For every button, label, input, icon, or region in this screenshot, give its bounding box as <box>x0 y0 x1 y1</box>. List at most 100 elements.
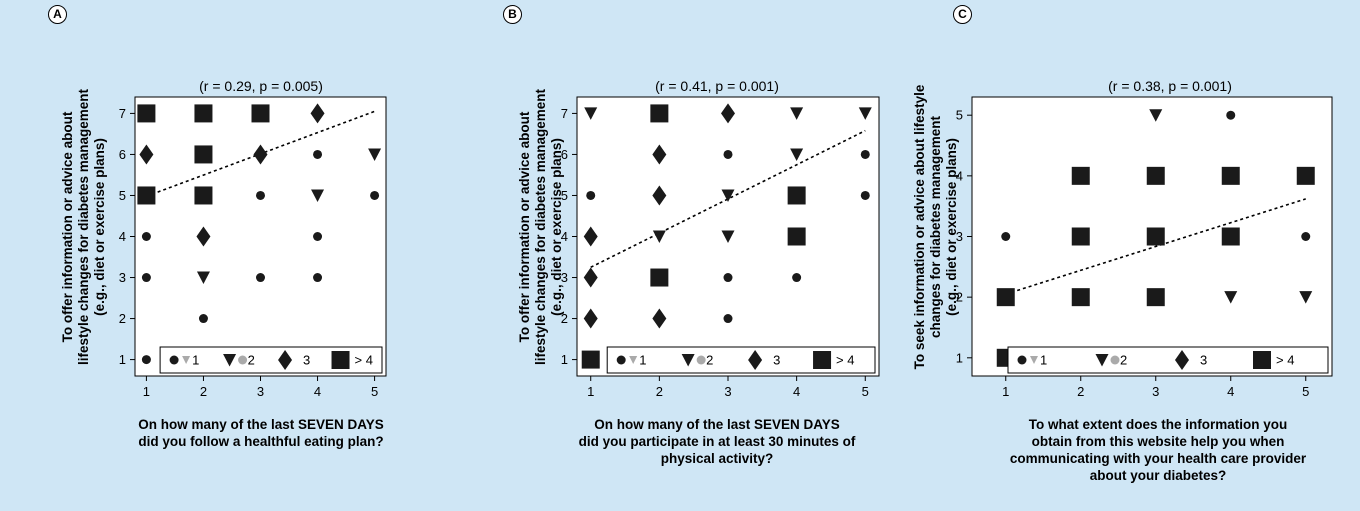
panel-label: B <box>503 5 522 24</box>
legend-box <box>606 346 876 374</box>
point-circle <box>586 190 596 200</box>
point-square <box>1146 288 1165 307</box>
x-tick-label: 3 <box>724 384 731 399</box>
point-triangle <box>1149 109 1163 122</box>
chart-subtitle: (r = 0.41, p = 0.001) <box>655 78 779 94</box>
x-axis-label-line: To what extent does the information you <box>1028 417 1288 432</box>
legend-label: 1 <box>639 353 646 368</box>
point-square <box>813 351 832 369</box>
point-circle <box>860 190 870 200</box>
legend-label: 3 <box>303 353 310 368</box>
x-tick-label: 2 <box>1077 384 1084 399</box>
x-axis-label-line: did you follow a healthful eating plan? <box>138 434 384 449</box>
legend-label: 2 <box>1120 353 1127 368</box>
point-circle <box>141 273 151 283</box>
y-tick-label: 4 <box>561 229 568 244</box>
panel-c: C (r = 0.38, p = 0.001) To seek informat… <box>906 0 1360 511</box>
point-circle <box>313 273 323 283</box>
panel-label: A <box>48 5 67 24</box>
point-square <box>787 186 806 205</box>
point-triangle <box>790 107 804 120</box>
legend-box <box>1007 346 1329 374</box>
point-circle <box>256 190 265 200</box>
y-tick-label: 3 <box>561 270 568 285</box>
x-tick-label: 3 <box>1152 384 1159 399</box>
legend-label: 1 <box>1040 353 1047 368</box>
point-triangle <box>721 230 735 243</box>
point-square <box>251 104 270 123</box>
legend-label: 2 <box>706 353 713 368</box>
point-circle <box>1001 232 1011 241</box>
point-triangle <box>223 354 237 367</box>
legend-accent-triangle <box>182 356 191 364</box>
panel-label: C <box>953 5 972 24</box>
legend-accent-triangle <box>1030 356 1038 364</box>
point-circle <box>370 190 380 200</box>
point-diamond <box>583 308 598 329</box>
point-circle <box>860 149 870 159</box>
point-circle <box>1017 355 1027 365</box>
x-tick-label: 3 <box>257 384 264 399</box>
point-diamond <box>196 226 211 247</box>
x-tick-label: 5 <box>371 384 378 399</box>
legend-accent-circle <box>238 355 248 365</box>
legend-label: > 4 <box>1276 353 1294 368</box>
point-circle <box>169 355 179 365</box>
point-diamond <box>721 103 735 124</box>
point-diamond <box>652 144 667 165</box>
point-circle <box>1226 110 1236 120</box>
legend-accent-circle <box>1110 355 1120 365</box>
y-tick-label: 4 <box>119 229 126 244</box>
point-circle <box>141 355 151 365</box>
point-triangle <box>790 148 804 161</box>
y-tick-label: 3 <box>956 229 963 244</box>
x-axis-label-line: On how many of the last SEVEN DAYS <box>594 417 840 432</box>
legend-accent-triangle <box>629 356 638 364</box>
point-square <box>1146 227 1165 246</box>
x-axis-label: On how many of the last SEVEN DAYS did y… <box>111 416 411 450</box>
y-tick-label: 1 <box>956 350 963 365</box>
point-diamond <box>310 103 325 124</box>
y-tick-label: 5 <box>956 108 963 123</box>
x-tick-label: 1 <box>587 384 594 399</box>
x-axis-label: To what extent does the information you … <box>978 416 1338 484</box>
point-circle <box>1301 232 1311 241</box>
x-axis-label-line: obtain from this website help you when <box>1031 434 1285 449</box>
y-tick-label: 2 <box>956 290 963 305</box>
x-axis-label-line: did you participate in at least 30 minut… <box>578 434 856 449</box>
point-triangle <box>584 107 598 120</box>
point-square <box>1253 351 1271 369</box>
point-square <box>1146 166 1165 185</box>
x-axis-label-line: On how many of the last SEVEN DAYS <box>138 417 384 432</box>
y-tick-label: 4 <box>956 168 963 183</box>
point-square <box>331 351 350 369</box>
x-tick-label: 5 <box>862 384 869 399</box>
point-square <box>650 268 669 287</box>
y-tick-label: 5 <box>561 188 568 203</box>
point-square <box>996 288 1015 307</box>
point-diamond <box>583 226 598 247</box>
point-diamond <box>583 267 598 288</box>
point-circle <box>616 355 626 365</box>
y-tick-label: 6 <box>119 147 126 162</box>
point-square <box>1071 166 1090 185</box>
point-circle <box>723 314 733 324</box>
plot-area <box>134 96 387 377</box>
point-square <box>1296 166 1315 185</box>
x-tick-label: 4 <box>1227 384 1234 399</box>
point-triangle <box>652 230 666 243</box>
legend-label: 2 <box>248 353 255 368</box>
y-tick-label: 1 <box>561 352 568 367</box>
point-circle <box>313 232 323 241</box>
point-square <box>137 104 156 123</box>
panel-a: A (r = 0.29, p = 0.005) To offer informa… <box>0 0 453 511</box>
point-circle <box>256 273 265 283</box>
legend-label: 3 <box>1200 353 1207 368</box>
point-triangle <box>368 148 382 161</box>
y-tick-label: 7 <box>561 106 568 121</box>
point-diamond <box>652 308 667 329</box>
legend-label: > 4 <box>836 353 854 368</box>
y-tick-label: 2 <box>561 311 568 326</box>
y-tick-label: 1 <box>119 352 126 367</box>
legend-label: 3 <box>773 353 780 368</box>
